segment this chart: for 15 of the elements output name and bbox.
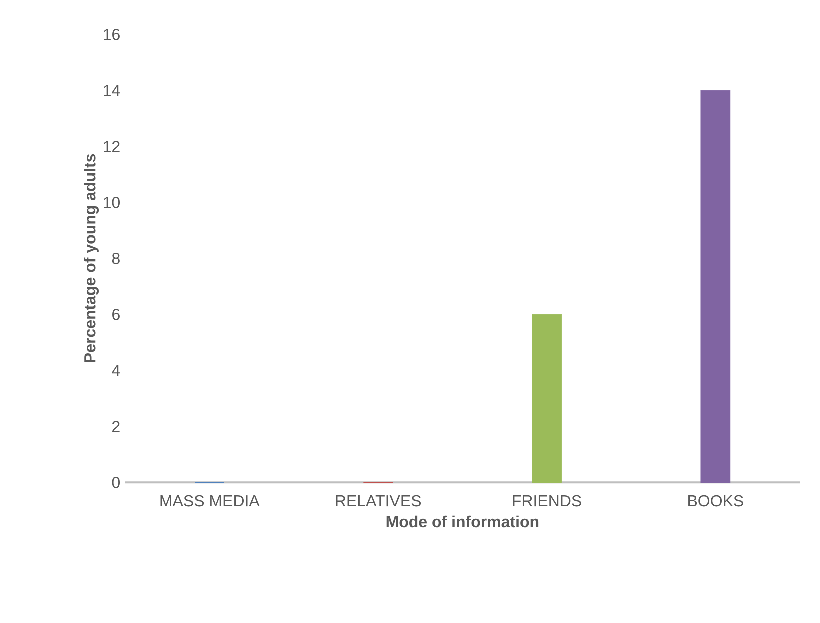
x-tick-label: FRIENDS [513,496,582,507]
x-tick-label: MASS MEDIA [160,496,260,507]
x-axis-title: Mode of information [386,516,539,528]
x-tick-label: BOOKS [688,496,744,507]
y-tick-label: 12 [104,141,120,152]
y-tick-label: 10 [104,197,120,208]
y-tick-label: 16 [104,29,120,40]
y-tick-label: 2 [112,421,120,432]
y-tick-label: 8 [112,253,120,264]
y-tick-label: 6 [112,309,120,320]
y-tick-label: 14 [104,85,120,96]
y-axis-title: Percentage of young adults [84,154,100,363]
x-tick-label: RELATIVES [336,496,422,507]
y-tick-label: 4 [112,365,120,376]
y-tick-label: 0 [112,477,120,488]
